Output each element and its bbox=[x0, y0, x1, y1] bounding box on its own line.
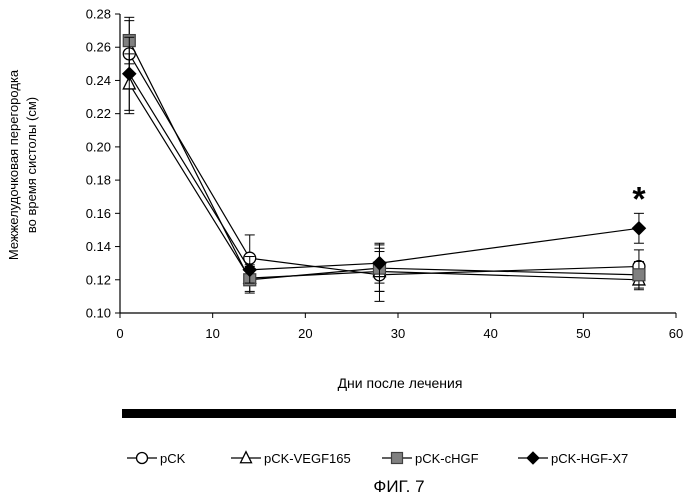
x-tick-label: 40 bbox=[483, 326, 497, 341]
series-line bbox=[129, 84, 639, 280]
x-tick-label: 20 bbox=[298, 326, 312, 341]
series-2 bbox=[123, 54, 645, 292]
y-tick-label: 0.20 bbox=[86, 139, 111, 154]
y-tick-label: 0.12 bbox=[86, 272, 111, 287]
series-line bbox=[129, 41, 639, 280]
legend-marker bbox=[392, 453, 403, 464]
x-tick-label: 30 bbox=[391, 326, 405, 341]
legend-marker bbox=[137, 453, 148, 464]
y-axis-label-line2: во время систолы (см) bbox=[24, 97, 39, 233]
x-tick-label: 60 bbox=[669, 326, 683, 341]
legend-label: pCK-VEGF165 bbox=[264, 451, 351, 466]
series-line bbox=[129, 54, 639, 275]
legend-item-3: pCK-cHGF bbox=[382, 451, 479, 466]
y-tick-label: 0.24 bbox=[86, 73, 111, 88]
y-tick-label: 0.22 bbox=[86, 106, 111, 121]
y-tick-label: 0.18 bbox=[86, 173, 111, 188]
x-tick-label: 50 bbox=[576, 326, 590, 341]
data-point bbox=[633, 269, 645, 281]
legend-label: pCK-HGF-X7 bbox=[551, 451, 628, 466]
legend-label: pCK-cHGF bbox=[415, 451, 479, 466]
y-tick-label: 0.14 bbox=[86, 239, 111, 254]
legend-marker bbox=[527, 452, 539, 464]
y-tick-label: 0.16 bbox=[86, 206, 111, 221]
legend: pCK pCK-VEGF165 pCK-cHGF pCK-HGF-X7 bbox=[127, 451, 628, 466]
significance-star: * bbox=[632, 181, 646, 219]
data-point bbox=[123, 67, 136, 80]
figure-caption: ФИГ. 7 bbox=[373, 477, 424, 496]
data-point bbox=[632, 222, 645, 235]
y-axis-label-line1: Межжелудочковая перегородка bbox=[6, 69, 21, 260]
legend-item-4: pCK-HGF-X7 bbox=[518, 451, 628, 466]
legend-item-2: pCK-VEGF165 bbox=[231, 451, 351, 466]
legend-item-1: pCK bbox=[127, 451, 186, 466]
legend-label: pCK bbox=[160, 451, 186, 466]
series-1 bbox=[123, 21, 645, 302]
y-tick-label: 0.10 bbox=[86, 306, 111, 321]
legend-marker bbox=[241, 452, 252, 463]
x-tick-label: 0 bbox=[116, 326, 123, 341]
y-tick-label: 0.28 bbox=[86, 7, 111, 22]
plot-area: 0.10 0.12 0.14 0.16 0.18 0.20 0.22 0.24 0.26 0.28… bbox=[86, 7, 684, 342]
x-tick-label: 10 bbox=[205, 326, 219, 341]
series-4 bbox=[123, 37, 646, 283]
x-axis-label: Дни после лечения bbox=[338, 375, 463, 391]
y-tick-label: 0.26 bbox=[86, 40, 111, 55]
series-line bbox=[129, 74, 639, 270]
divider-bar bbox=[122, 409, 676, 418]
